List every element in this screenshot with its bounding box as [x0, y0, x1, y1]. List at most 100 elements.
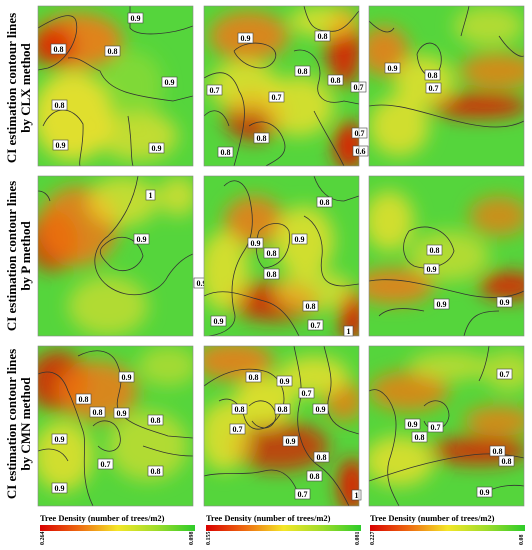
contour-label: 0.9 [210, 315, 227, 327]
contour-line [498, 35, 524, 57]
density-blob [454, 6, 524, 46]
colorbar-2-gradient [206, 525, 361, 531]
row-label-1: CI estimation contour lines by CLX metho… [4, 13, 33, 163]
colorbar-3: Tree Density (number of trees/m2) 0.227 … [370, 513, 525, 545]
contour-label: 0.9 [133, 233, 150, 245]
contour-label-text: 0.8 [108, 47, 118, 56]
contour-label-text: 1 [149, 191, 153, 200]
contour-line [369, 389, 400, 506]
panel-frame [368, 175, 525, 337]
contour-label: 0.7 [350, 81, 367, 93]
contour-line [293, 346, 350, 506]
contour-line [303, 215, 359, 287]
contour-label-text: 0.8 [430, 246, 440, 255]
contour-label-text: 0.9 [122, 373, 132, 382]
contour-label-text: 0.9 [241, 34, 251, 43]
contour-label-text: 0.8 [55, 101, 65, 110]
contour-label: 0.8 [314, 30, 331, 42]
contour-line [204, 469, 300, 497]
heatmap-panel-r1-c1: 0.9 0.8 0.8 0.9 0.8 0.9 0.9 [37, 5, 194, 167]
panel-frame [37, 175, 194, 337]
contour-label-text: 0.9 [55, 484, 65, 493]
contour-line [208, 180, 253, 336]
contour-label: 0.9 [496, 296, 513, 308]
heatmap-panel-r2-c2: 0.8 0.9 0.8 0.9 0.8 0.8 0.7 0.9 1 [203, 175, 360, 337]
colorbar-1-min: 0.264 [40, 532, 46, 546]
contour-label: 0.7 [268, 91, 285, 103]
density-blob [68, 276, 148, 336]
density-blob [103, 51, 163, 121]
contour-label: 0.8 [231, 403, 248, 415]
contour-label: 0.9 [51, 482, 68, 494]
contour-label-text: 0.7 [210, 86, 220, 95]
colorbar-3-gradient [370, 525, 525, 531]
density-blob [209, 61, 279, 111]
contour-label: 0.8 [217, 146, 234, 158]
contour-line [369, 104, 524, 128]
contour-label-text: 0.9 [165, 78, 175, 87]
contour-label-text: 0.9 [295, 235, 305, 244]
contour-line [378, 308, 425, 317]
row-label-1-line1: CI estimation contour lines [4, 13, 19, 163]
colorbar-2-max: 0.081 [355, 532, 361, 546]
contour-label-text: 1 [355, 491, 359, 500]
density-blob [459, 53, 524, 89]
contour-label: 0.9 [433, 298, 450, 310]
contour-line [313, 110, 345, 166]
contour-label-text: 0.7 [233, 425, 243, 434]
contour-line [204, 291, 300, 336]
contour-label: 0.9 [384, 62, 401, 74]
contour-label: 0.9 [404, 418, 421, 430]
contour-line [248, 400, 277, 429]
contour-label-text: 0.9 [480, 488, 490, 497]
row-label-2-line1: CI estimation contour lines [4, 181, 19, 331]
colorbar-3-max: 0.08 [519, 535, 525, 546]
density-blob [338, 458, 359, 506]
contour-label: 0.8 [302, 300, 319, 312]
contour-label: 0.9 [423, 263, 440, 275]
contour-label-text: 0.8 [278, 405, 288, 414]
contour-line [127, 115, 134, 166]
contour-line [369, 20, 395, 33]
contour-label-text: 0.8 [151, 416, 161, 425]
contour-label-text: 0.9 [131, 14, 141, 23]
contour-line [67, 57, 193, 102]
contour-label: 0.8 [147, 465, 164, 477]
contour-label: 0.8 [424, 69, 441, 81]
contour-label: 0.7 [351, 127, 368, 139]
density-blob [204, 401, 249, 471]
density-blob [204, 346, 274, 381]
contour-label-text: 0.7 [311, 321, 321, 330]
density-blob [274, 271, 354, 311]
contour-line [77, 350, 193, 439]
contour-label-text: 0.9 [408, 420, 418, 429]
row-label-3-line1: CI estimation contour lines [4, 349, 19, 499]
contour-line [403, 226, 455, 269]
contour-label: 0.7 [97, 458, 114, 470]
contour-line [94, 176, 193, 295]
contour-label-text: 0.8 [306, 302, 316, 311]
contour-label: 0.8 [51, 99, 68, 111]
contour-label-text: 0.8 [310, 472, 320, 481]
density-blob [369, 436, 434, 486]
contour-label: 0.9 [113, 407, 130, 419]
colorbar-1-gradient [40, 525, 195, 531]
contour-label: 0.9 [118, 371, 135, 383]
contour-label-text: 0.9 [280, 377, 290, 386]
row-label-1-line2: by CLX method [18, 42, 33, 132]
density-blob [88, 176, 158, 226]
contour-label: 0.9 [237, 32, 254, 44]
density-blob [229, 421, 329, 471]
contour-line [463, 310, 500, 336]
panel-frame [37, 345, 194, 507]
density-blob [369, 371, 449, 411]
heatmap-panel-r1-c2: 0.9 0.8 0.8 0.7 0.7 0.8 0.7 0.8 0.7 0.6 0.8 [203, 5, 369, 167]
density-blob [204, 231, 249, 311]
contour-line [204, 110, 230, 127]
contour-label-text: 0.8 [267, 249, 277, 258]
contour-label: 0.8 [306, 470, 323, 482]
contour-line [369, 453, 524, 482]
contour-line [313, 176, 359, 202]
panel-frame [203, 175, 360, 337]
contour-label-text: 0.9 [286, 437, 296, 446]
